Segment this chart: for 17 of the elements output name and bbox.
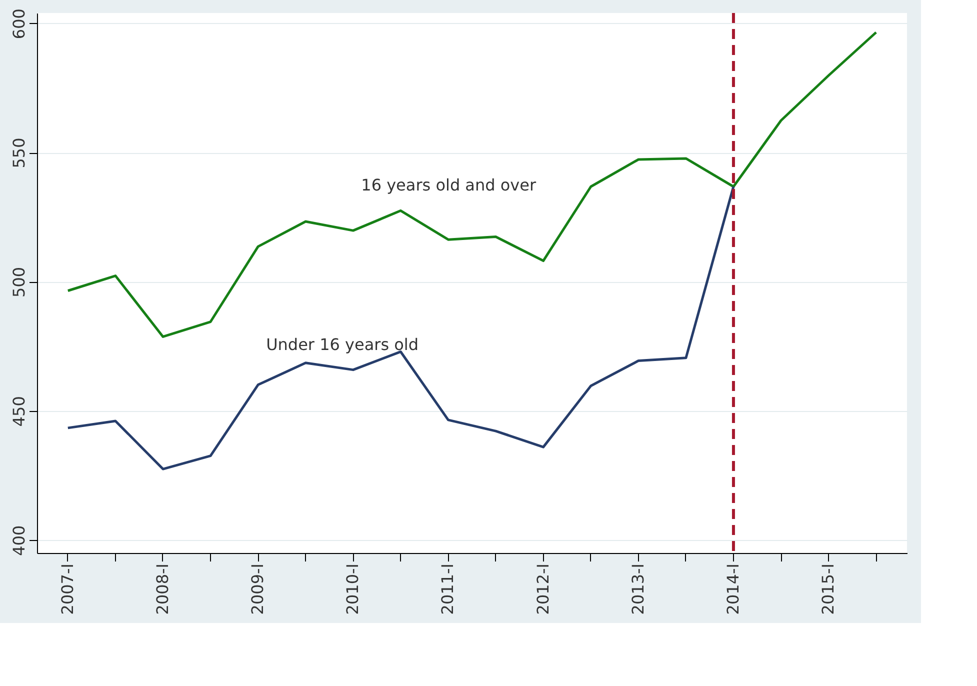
y-tick-label: 400 (10, 525, 28, 556)
x-tick-label: 2010-I (343, 564, 362, 615)
y-tick-label: 550 (10, 138, 28, 168)
y-tick-label: 500 (10, 266, 28, 298)
x-tick-label: 2015-I (818, 564, 838, 615)
x-tick-label: 2011-I (438, 564, 458, 615)
x-tick-label: 2007-I (58, 564, 77, 615)
x-tick-label: 2014-I (723, 564, 742, 615)
y-tick-label: 450 (10, 396, 28, 427)
series-label: Under 16 years old (266, 334, 419, 354)
series-label: 16 years old and over (361, 176, 536, 195)
y-tick-label: 600 (10, 8, 28, 40)
x-tick-label: 2009-I (248, 564, 268, 615)
x-tick-label: 2008-I (152, 564, 172, 615)
line-series (66, 31, 878, 338)
x-tick-label: 2012-I (533, 564, 552, 615)
x-tick-label: 2013-I (628, 564, 648, 615)
